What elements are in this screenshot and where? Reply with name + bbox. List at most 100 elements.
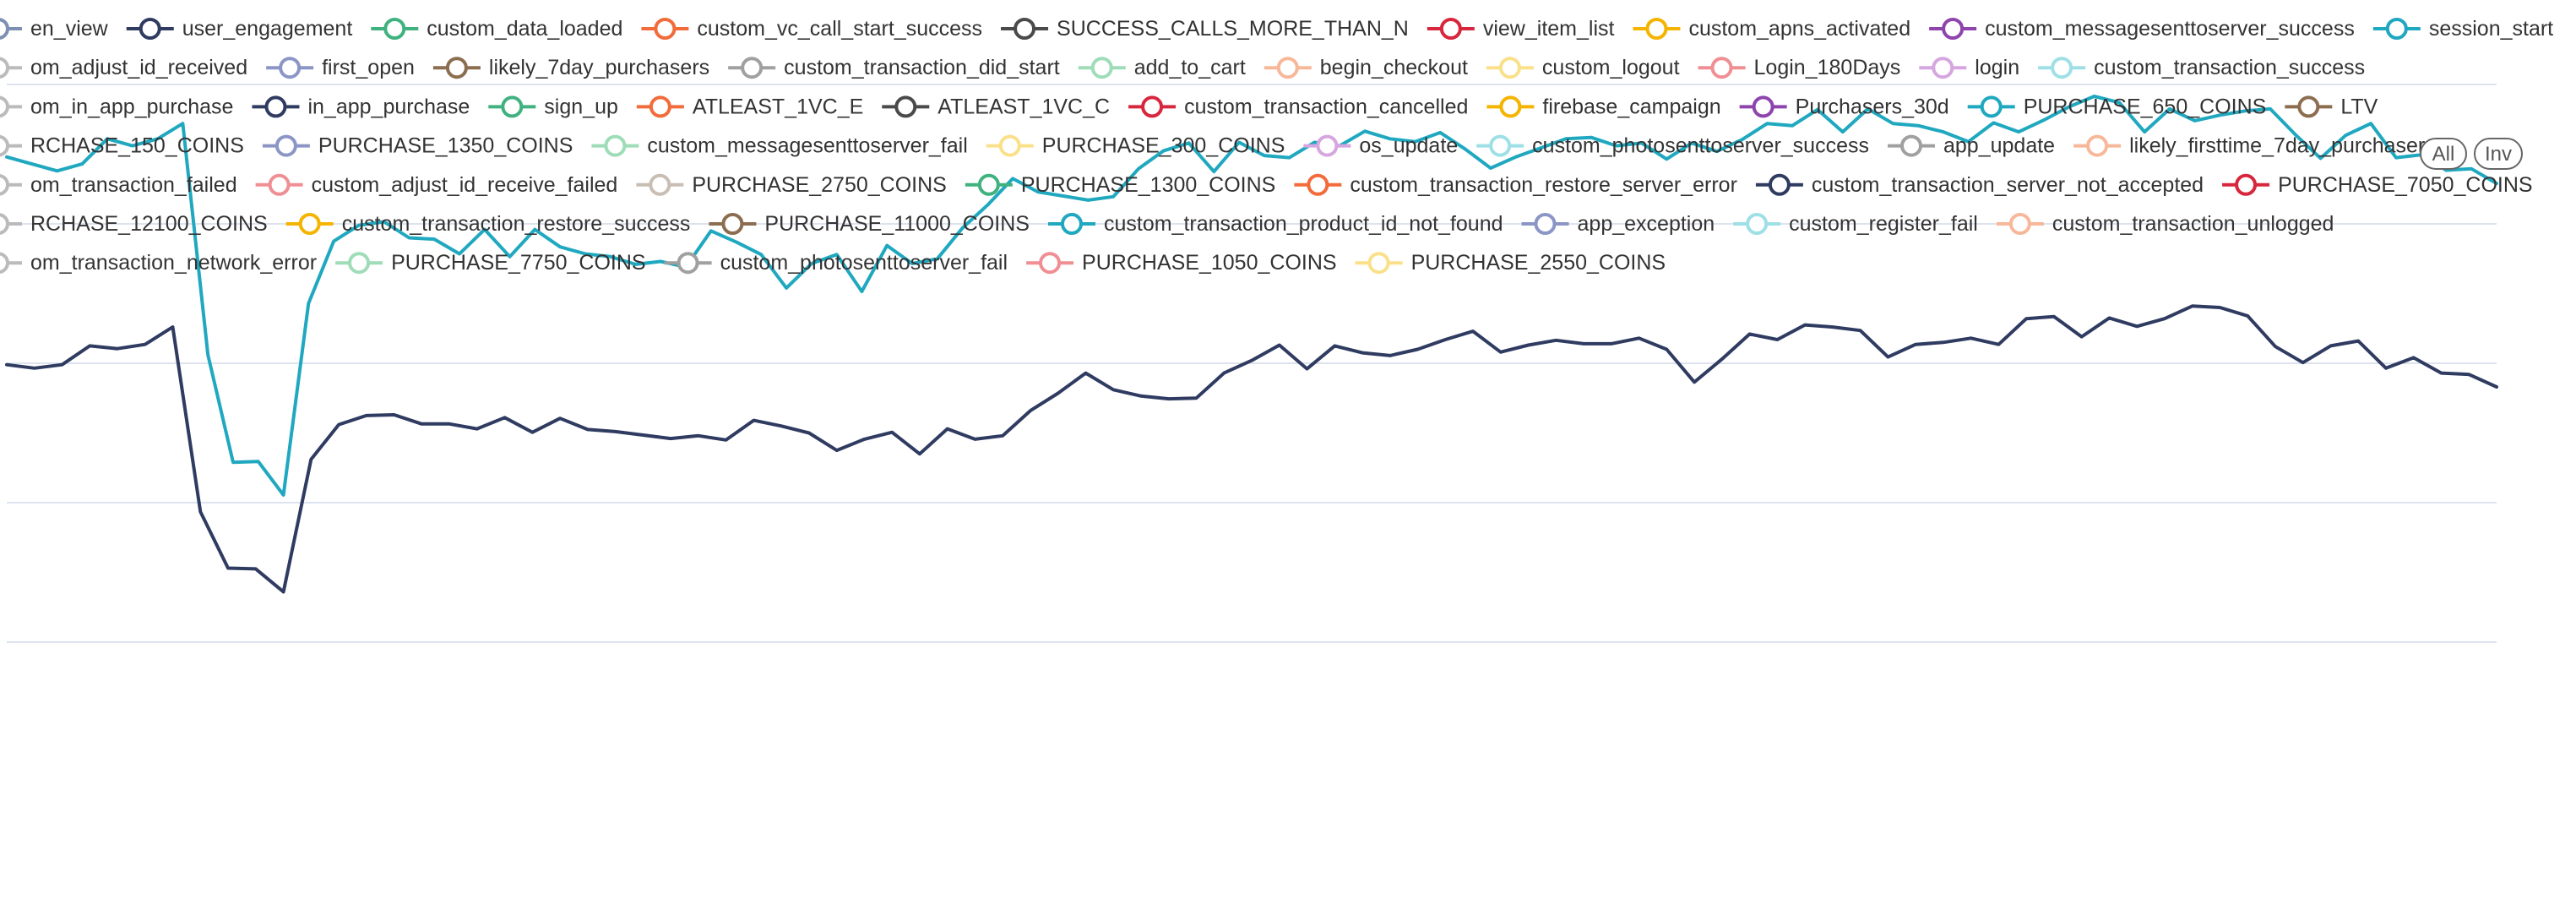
legend-label: in_app_purchase bbox=[307, 95, 470, 118]
legend-item[interactable]: custom_transaction_unlogged bbox=[1996, 212, 2334, 236]
legend-item[interactable]: view_item_list bbox=[1427, 17, 1615, 41]
legend-invert-button[interactable]: Inv bbox=[2474, 138, 2523, 170]
legend-marker-icon bbox=[1489, 134, 1512, 157]
legend-label: login bbox=[1975, 56, 2019, 79]
legend-label: custom_photosenttoserver_fail bbox=[720, 251, 1008, 275]
legend-item[interactable]: likely_firsttime_7day_purchasers bbox=[2073, 134, 2436, 158]
legend-marker-icon bbox=[264, 95, 287, 118]
legend-item[interactable]: in_app_purchase bbox=[252, 95, 470, 118]
button-label: Inv bbox=[2485, 143, 2512, 166]
legend-label: custom_photosenttoserver_success bbox=[1532, 134, 1869, 158]
legend-item[interactable]: RCHASE_150_COINS bbox=[0, 134, 244, 158]
legend-item[interactable]: SUCCESS_CALLS_MORE_THAN_N bbox=[1001, 17, 1409, 41]
legend-item[interactable]: custom_vc_call_start_success bbox=[641, 17, 982, 41]
legend-label: ATLEAST_1VC_E bbox=[693, 95, 863, 118]
legend-item[interactable]: PURCHASE_7750_COINS bbox=[335, 251, 646, 275]
legend-item[interactable]: custom_photosenttoserver_success bbox=[1476, 134, 1869, 158]
legend-item[interactable]: app_update bbox=[1888, 134, 2055, 158]
legend-label: PURCHASE_1050_COINS bbox=[1082, 251, 1337, 275]
legend-item[interactable]: custom_data_loaded bbox=[371, 17, 622, 41]
legend-item[interactable]: custom_register_fail bbox=[1733, 212, 1978, 236]
legend-label: custom_transaction_unlogged bbox=[2052, 212, 2334, 236]
legend-marker-icon bbox=[268, 173, 291, 196]
legend-item[interactable]: custom_transaction_cancelled bbox=[1128, 95, 1468, 118]
legend-item[interactable]: PURCHASE_1050_COINS bbox=[1026, 251, 1337, 275]
legend-marker-icon bbox=[1367, 252, 1390, 275]
legend-item[interactable]: PURCHASE_650_COINS bbox=[1967, 95, 2267, 118]
legend-marker-icon bbox=[0, 57, 9, 79]
legend-item[interactable]: session_start bbox=[2372, 17, 2553, 41]
legend-marker-icon bbox=[139, 18, 161, 40]
legend-label: om_adjust_id_received bbox=[30, 56, 247, 79]
legend-label: custom_adjust_id_receive_failed bbox=[312, 173, 618, 197]
legend-item[interactable]: PURCHASE_11000_COINS bbox=[709, 212, 1030, 236]
legend-item[interactable]: en_view bbox=[0, 17, 109, 41]
legend-label: firebase_campaign bbox=[1542, 95, 1720, 118]
legend-item[interactable]: PURCHASE_1300_COINS bbox=[965, 173, 1276, 197]
legend-marker-icon bbox=[0, 18, 9, 40]
legend-label: custom_messagesenttoserver_fail bbox=[647, 134, 967, 158]
legend-item[interactable]: Login_180Days bbox=[1698, 56, 1901, 79]
legend-item[interactable]: custom_transaction_product_id_not_found bbox=[1047, 212, 1503, 236]
series-layer bbox=[5, 95, 2498, 594]
legend-item[interactable]: firebase_campaign bbox=[1486, 95, 1721, 118]
legend-label: begin_checkout bbox=[1320, 56, 1468, 79]
legend-label: om_in_app_purchase bbox=[30, 95, 233, 118]
legend-marker-icon bbox=[2086, 134, 2109, 157]
legend-all-button[interactable]: All bbox=[2420, 138, 2467, 170]
legend-marker-icon bbox=[2235, 173, 2258, 196]
legend-marker-icon bbox=[1900, 134, 1922, 157]
legend-item[interactable]: sign_up bbox=[488, 95, 618, 118]
legend-item[interactable]: LTV bbox=[2285, 95, 2378, 118]
legend-item[interactable]: Purchasers_30d bbox=[1739, 95, 1949, 118]
legend-item[interactable]: user_engagement bbox=[126, 17, 353, 41]
legend-item[interactable]: om_in_app_purchase bbox=[0, 95, 233, 118]
legend-item[interactable]: PURCHASE_300_COINS bbox=[986, 134, 1285, 158]
legend-item[interactable]: custom_logout bbox=[1486, 56, 1680, 79]
legend-item[interactable]: likely_7day_purchasers bbox=[432, 56, 709, 79]
legend-label: om_transaction_failed bbox=[30, 173, 237, 197]
legend-item[interactable]: PURCHASE_7050_COINS bbox=[2222, 173, 2533, 197]
legend-item[interactable]: custom_transaction_server_not_accepted bbox=[1755, 173, 2204, 197]
legend-item[interactable]: ATLEAST_1VC_C bbox=[882, 95, 1110, 118]
legend-item[interactable]: PURCHASE_2550_COINS bbox=[1355, 251, 1666, 275]
legend-item[interactable]: custom_transaction_restore_success bbox=[285, 212, 691, 236]
legend-item[interactable]: begin_checkout bbox=[1264, 56, 1468, 79]
legend-label: custom_transaction_product_id_not_found bbox=[1104, 212, 1503, 236]
legend-item[interactable]: PURCHASE_1350_COINS bbox=[262, 134, 573, 158]
legend-item[interactable]: os_update bbox=[1303, 134, 1458, 158]
legend-item[interactable]: add_to_cart bbox=[1078, 56, 1246, 79]
legend-item[interactable]: custom_transaction_success bbox=[2038, 56, 2365, 79]
legend-label: custom_transaction_restore_server_error bbox=[1350, 173, 1737, 197]
legend-item[interactable]: custom_photosenttoserver_fail bbox=[664, 251, 1008, 275]
legend-item[interactable]: custom_adjust_id_receive_failed bbox=[255, 173, 618, 197]
legend-marker-icon bbox=[1932, 57, 1954, 79]
legend-marker-icon bbox=[348, 252, 371, 275]
legend-label: add_to_cart bbox=[1134, 56, 1246, 79]
legend-marker-icon bbox=[721, 213, 744, 235]
legend-marker-icon bbox=[1316, 134, 1339, 157]
legend-item[interactable]: custom_transaction_restore_server_error bbox=[1294, 173, 1737, 197]
legend-item[interactable]: custom_apns_activated bbox=[1633, 17, 1910, 41]
legend-item[interactable]: custom_messagesenttoserver_fail bbox=[591, 134, 968, 158]
legend-item[interactable]: om_transaction_network_error bbox=[0, 251, 317, 275]
legend-item[interactable]: RCHASE_12100_COINS bbox=[0, 212, 268, 236]
legend-marker-icon bbox=[649, 173, 671, 196]
legend-item[interactable]: om_transaction_failed bbox=[0, 173, 237, 197]
legend-label: RCHASE_150_COINS bbox=[30, 134, 244, 158]
legend-item[interactable]: app_exception bbox=[1521, 212, 1715, 236]
legend-item[interactable]: custom_transaction_did_start bbox=[728, 56, 1060, 79]
legend-label: LTV bbox=[2340, 95, 2378, 118]
legend-label: custom_transaction_did_start bbox=[784, 56, 1060, 79]
legend-item[interactable]: first_open bbox=[266, 56, 415, 79]
legend-item[interactable]: login bbox=[1919, 56, 2019, 79]
legend-marker-icon bbox=[279, 57, 302, 79]
legend-item[interactable]: ATLEAST_1VC_E bbox=[636, 95, 863, 118]
legend-item[interactable]: custom_messagesenttoserver_success bbox=[1929, 17, 2355, 41]
legend-item[interactable]: om_adjust_id_received bbox=[0, 56, 247, 79]
legend-label: app_exception bbox=[1578, 212, 1715, 236]
legend-item[interactable]: PURCHASE_2750_COINS bbox=[636, 173, 947, 197]
legend-label: custom_transaction_server_not_accepted bbox=[1812, 173, 2204, 197]
legend-label: user_engagement bbox=[182, 17, 353, 41]
